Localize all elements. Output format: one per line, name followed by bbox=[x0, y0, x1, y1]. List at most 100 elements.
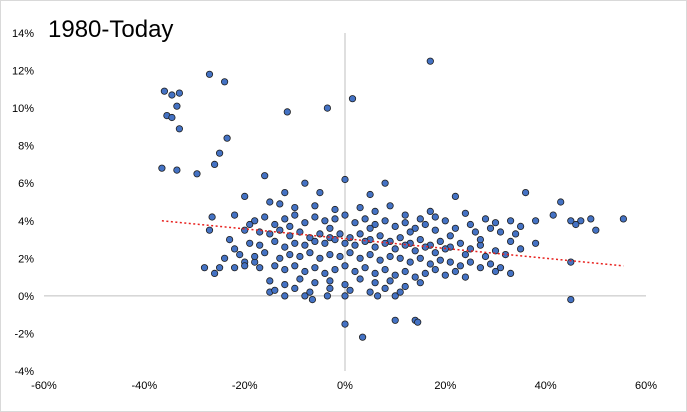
data-point bbox=[592, 226, 600, 234]
data-point bbox=[381, 239, 389, 247]
data-point bbox=[466, 220, 474, 229]
data-point bbox=[251, 217, 259, 225]
data-point bbox=[296, 252, 304, 261]
data-point bbox=[421, 243, 429, 251]
data-point bbox=[421, 220, 429, 229]
data-point bbox=[511, 230, 520, 238]
data-point bbox=[283, 108, 291, 116]
data-point bbox=[461, 273, 469, 281]
data-point bbox=[231, 245, 239, 253]
data-point bbox=[401, 211, 409, 219]
data-point bbox=[577, 217, 585, 225]
data-point bbox=[496, 264, 505, 272]
data-point bbox=[316, 189, 324, 197]
data-point bbox=[381, 217, 389, 225]
data-point bbox=[396, 288, 404, 296]
data-point bbox=[366, 190, 374, 199]
data-point bbox=[381, 284, 389, 292]
y-tick-label: 0% bbox=[18, 291, 34, 303]
data-point bbox=[506, 237, 515, 245]
data-point bbox=[326, 251, 334, 259]
data-point bbox=[158, 164, 166, 172]
data-point bbox=[491, 247, 500, 255]
data-point bbox=[256, 264, 264, 272]
data-point bbox=[446, 232, 454, 240]
data-point bbox=[246, 220, 254, 229]
data-point bbox=[426, 57, 434, 65]
y-tick-label: -4% bbox=[14, 366, 34, 378]
data-point bbox=[371, 279, 379, 287]
data-point bbox=[301, 292, 309, 300]
data-point bbox=[216, 149, 224, 157]
data-point bbox=[431, 265, 439, 274]
data-point bbox=[175, 125, 183, 133]
data-point bbox=[376, 232, 384, 240]
data-point bbox=[366, 224, 374, 232]
data-point bbox=[516, 222, 525, 230]
data-point bbox=[411, 273, 419, 281]
data-point bbox=[416, 236, 424, 244]
labels-layer: -60% -40% -20% 0% 20% 40% 60% -4% -2% 0% 2% 4% 6% 8% 1… bbox=[12, 28, 657, 392]
data-point bbox=[396, 234, 404, 242]
data-point bbox=[281, 292, 289, 300]
data-point bbox=[431, 213, 439, 221]
data-point bbox=[531, 217, 540, 225]
data-point bbox=[476, 264, 484, 272]
data-point bbox=[321, 239, 329, 247]
y-tick-label: 12% bbox=[12, 66, 34, 78]
data-point bbox=[226, 236, 234, 244]
data-point bbox=[371, 269, 379, 277]
data-point bbox=[306, 288, 314, 296]
data-point bbox=[266, 277, 274, 285]
data-point bbox=[231, 264, 239, 272]
data-point bbox=[306, 249, 314, 257]
data-point bbox=[286, 251, 294, 259]
data-point bbox=[431, 226, 439, 234]
data-point bbox=[356, 230, 364, 238]
data-point bbox=[426, 260, 434, 268]
data-point bbox=[506, 217, 515, 225]
data-point bbox=[411, 247, 419, 255]
data-point bbox=[221, 78, 229, 86]
data-point bbox=[567, 295, 575, 304]
data-point bbox=[348, 95, 357, 103]
data-point bbox=[549, 211, 557, 219]
data-point bbox=[516, 245, 525, 253]
data-point bbox=[471, 228, 479, 236]
data-point bbox=[271, 237, 279, 245]
data-point bbox=[476, 236, 484, 244]
data-point bbox=[557, 198, 565, 206]
data-point bbox=[391, 222, 399, 230]
data-point bbox=[386, 202, 394, 210]
data-point bbox=[336, 252, 344, 261]
data-point bbox=[291, 211, 299, 219]
data-point bbox=[336, 230, 344, 238]
data-point bbox=[491, 267, 500, 276]
y-tick-label: 6% bbox=[18, 178, 34, 190]
y-tick-label: 10% bbox=[12, 103, 34, 115]
data-point bbox=[301, 219, 309, 227]
data-point bbox=[175, 89, 183, 97]
data-point bbox=[261, 213, 269, 221]
data-point bbox=[371, 243, 379, 251]
data-point bbox=[341, 239, 349, 247]
data-point bbox=[491, 219, 500, 227]
data-point bbox=[211, 269, 219, 277]
data-point bbox=[311, 213, 319, 221]
data-point bbox=[461, 209, 469, 217]
data-point bbox=[271, 286, 279, 294]
data-point bbox=[331, 215, 339, 223]
data-point bbox=[301, 267, 309, 276]
data-point bbox=[451, 224, 459, 232]
data-point bbox=[441, 217, 449, 225]
data-point bbox=[261, 249, 269, 257]
data-point bbox=[351, 241, 359, 249]
data-point bbox=[323, 292, 331, 300]
data-point bbox=[361, 264, 369, 272]
data-point bbox=[391, 271, 399, 279]
data-point bbox=[567, 258, 575, 266]
data-point bbox=[173, 102, 181, 110]
data-point bbox=[481, 215, 490, 223]
data-point bbox=[276, 226, 284, 234]
data-point bbox=[461, 251, 469, 259]
